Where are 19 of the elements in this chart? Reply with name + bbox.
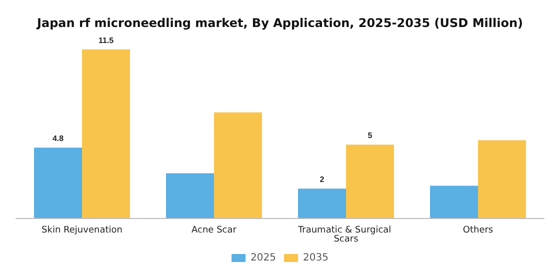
x-tick-label: Others (462, 226, 494, 236)
x-tick-label: Skin Rejuvenation (42, 226, 122, 236)
x-tick-label: Acne Scar (192, 226, 237, 236)
bar (298, 188, 346, 218)
bar (34, 148, 82, 218)
data-label: 5 (368, 131, 373, 140)
chart-title: Japan rf microneedling market, By Application, 2025-2035 (USD Million) (36, 16, 523, 30)
bar (82, 49, 130, 218)
x-tick-label: Traumatic & Surgical Scars (296, 226, 394, 244)
bar (166, 173, 214, 218)
bar (214, 112, 262, 218)
data-label: 11.5 (98, 36, 114, 45)
data-label: 2 (320, 175, 325, 184)
bar (430, 186, 478, 218)
bar (478, 140, 526, 218)
bar (346, 144, 394, 218)
data-label: 4.8 (52, 134, 64, 144)
legend-label: 2035 (303, 252, 328, 264)
legend-label: 2025 (250, 252, 276, 264)
